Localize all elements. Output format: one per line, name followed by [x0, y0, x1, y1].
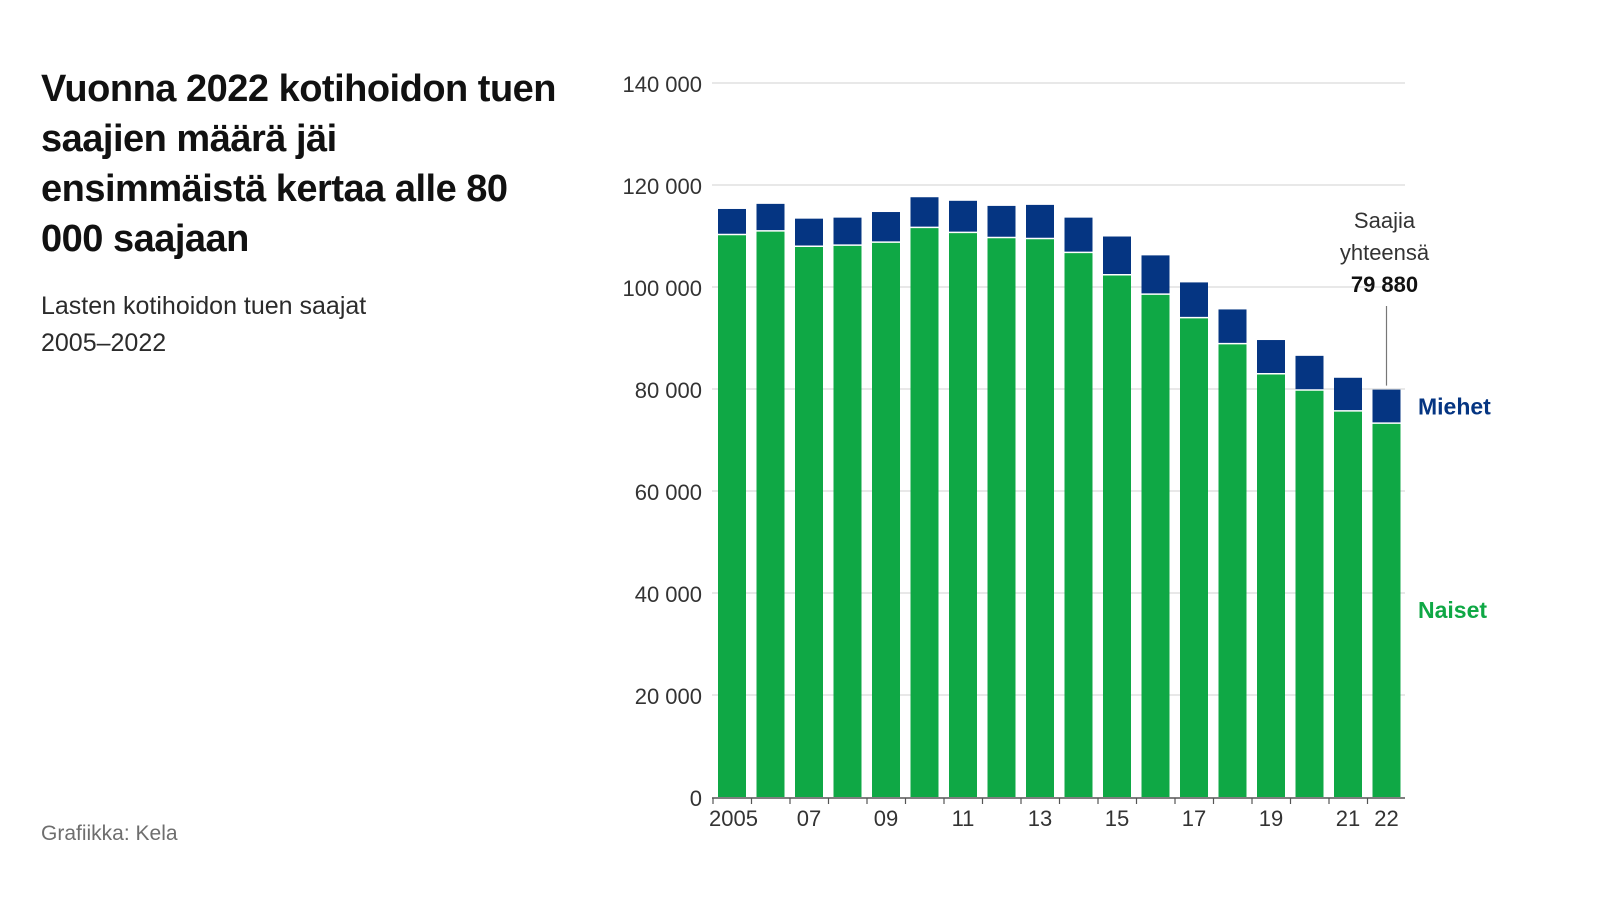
subtitle-line-2: 2005–2022: [41, 329, 167, 357]
bar-segment-naiset: [987, 237, 1016, 797]
y-tick-label: 20 000: [635, 684, 702, 709]
bar-segment-miehet: [718, 208, 746, 235]
chart-subtitle: Lasten kotihoidon tuen saajat 2005–2022: [41, 288, 461, 362]
bars: [718, 197, 1401, 798]
bar-segment-naiset: [1372, 423, 1401, 797]
bar-segment-miehet: [1372, 389, 1401, 424]
legend-label-women: Naiset: [1418, 597, 1487, 623]
y-tick-label: 140 000: [622, 72, 702, 97]
x-tick-label: 07: [797, 806, 821, 831]
x-tick-label: 17: [1182, 806, 1206, 831]
bar-segment-miehet: [987, 205, 1016, 238]
bar-segment-miehet: [833, 217, 862, 246]
y-tick-label: 0: [690, 786, 702, 811]
bar-segment-miehet: [1064, 217, 1093, 253]
bar-segment-naiset: [872, 242, 900, 797]
x-tick-label: 21: [1336, 806, 1360, 831]
bar-segment-naiset: [910, 227, 939, 797]
x-tick-label: 2005: [709, 806, 758, 831]
bar-segment-naiset: [1141, 294, 1170, 797]
x-tick-label: 22: [1374, 806, 1398, 831]
bar-segment-miehet: [1334, 377, 1362, 411]
bar-segment-naiset: [1334, 410, 1362, 797]
y-tick-label: 100 000: [622, 276, 702, 301]
bar-segment-naiset: [1064, 252, 1093, 797]
bar-segment-miehet: [872, 212, 900, 243]
bar-segment-naiset: [1257, 373, 1285, 797]
x-tick-label: 11: [952, 806, 975, 831]
y-tick-label: 120 000: [622, 174, 702, 199]
bar-segment-naiset: [1103, 274, 1131, 797]
bar-segment-miehet: [756, 203, 785, 231]
total-annotation: Saajia yhteensä 79 880: [1340, 208, 1430, 386]
gridlines: [712, 82, 1405, 696]
annotation-label-line-2: yhteensä: [1340, 240, 1430, 265]
bar-segment-miehet: [1026, 204, 1054, 239]
bar-segment-naiset: [795, 246, 823, 797]
x-tick-label: 15: [1105, 806, 1129, 831]
x-tick-label: 13: [1028, 806, 1052, 831]
x-tick-label: 19: [1259, 806, 1283, 831]
annotation-label-line-1: Saajia: [1354, 208, 1416, 233]
bar-segment-naiset: [833, 245, 862, 797]
subtitle-line-1: Lasten kotihoidon tuen saajat: [41, 292, 367, 320]
source-credit: Grafiikka: Kela: [41, 822, 178, 845]
y-axis-tick-labels: 0 20 000 40 000 60 000 80 000 100 000 120 000 1…: [622, 72, 702, 811]
chart-title: Vuonna 2022 kotihoidon tuen saajien määr…: [41, 68, 557, 260]
bar-segment-naiset: [949, 232, 977, 797]
bar-segment-miehet: [1295, 355, 1324, 391]
bar-segment-miehet: [1257, 340, 1285, 374]
bar-segment-miehet: [1180, 282, 1208, 318]
x-tick-label: 09: [874, 806, 898, 831]
annotation-total-value: 79 880: [1351, 272, 1418, 297]
bar-segment-miehet: [910, 197, 939, 228]
y-tick-label: 80 000: [635, 378, 702, 403]
inline-legend: Miehet Naiset: [1418, 393, 1491, 623]
bar-segment-miehet: [1141, 255, 1170, 295]
bar-segment-naiset: [1295, 390, 1324, 797]
x-axis-tick-labels: 2005 07 09 11 13 15 17 19 21 22: [709, 798, 1399, 831]
legend-label-men: Miehet: [1418, 393, 1491, 419]
bar-segment-miehet: [949, 200, 977, 233]
bar-segment-miehet: [795, 218, 823, 247]
bar-segment-naiset: [1218, 343, 1247, 797]
y-tick-label: 60 000: [635, 480, 702, 505]
bar-segment-miehet: [1218, 309, 1247, 344]
bar-segment-naiset: [756, 230, 785, 797]
bar-segment-miehet: [1103, 236, 1131, 275]
bar-segment-naiset: [1180, 317, 1208, 797]
bar-segment-naiset: [718, 234, 746, 798]
y-tick-label: 40 000: [635, 582, 702, 607]
bar-segment-naiset: [1026, 238, 1054, 798]
